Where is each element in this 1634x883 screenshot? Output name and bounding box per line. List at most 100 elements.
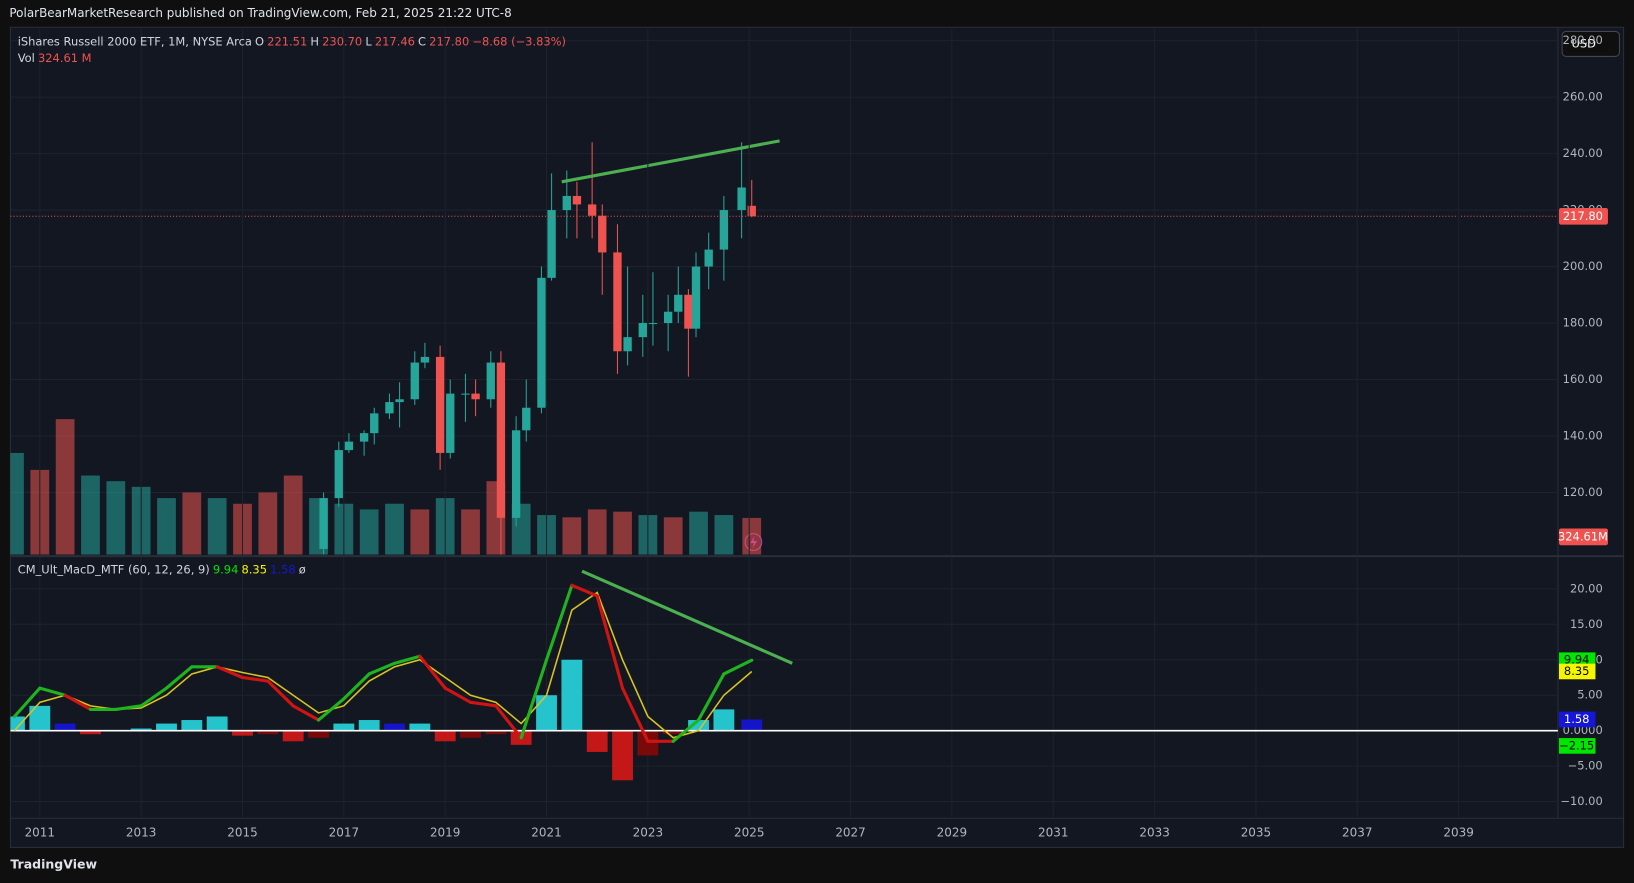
histogram-bar — [257, 730, 279, 735]
candle-body — [684, 294, 693, 329]
indicator-badge — [1558, 663, 1596, 680]
candle-body — [511, 430, 521, 518]
volume-bar — [10, 452, 24, 555]
macd-line-segment — [696, 672, 726, 722]
macd-line-segment — [443, 686, 473, 704]
x-tick-label: 2017 — [329, 825, 359, 839]
candle-body — [319, 498, 328, 549]
volume-bar — [689, 511, 708, 555]
x-tick-label: 2011 — [25, 825, 55, 839]
candle-body — [737, 187, 746, 211]
macd-line-segment — [494, 704, 523, 740]
histogram-bar — [282, 730, 304, 742]
macd-pane — [10, 557, 1558, 819]
histogram-bar — [308, 730, 329, 738]
histogram-bar — [156, 723, 177, 731]
indicator-badge-label: 1.58 — [1564, 712, 1590, 726]
candle-body — [613, 252, 622, 352]
histogram-bar — [206, 716, 228, 731]
y-tick-label: 120.00 — [1563, 485, 1603, 499]
y-tick-label: −5.00 — [1568, 759, 1603, 773]
volume-bar — [81, 475, 100, 555]
volume-bar — [55, 419, 75, 555]
macd-line-segment — [392, 654, 422, 665]
volume-bar — [742, 517, 762, 555]
indicator-hist: 1.58 — [270, 563, 296, 577]
candle-body — [334, 450, 343, 499]
candle-body — [562, 195, 571, 211]
macd-line-segment — [418, 654, 447, 690]
x-tick-label: 2019 — [430, 825, 460, 839]
macd-line-segment — [722, 658, 754, 676]
x-tick-label: 2035 — [1241, 825, 1271, 839]
candle-body — [395, 399, 404, 403]
candle-body — [674, 294, 683, 312]
macd-line-segment — [38, 686, 67, 697]
currency-label: USD — [1571, 36, 1596, 50]
candle-body — [587, 204, 597, 216]
macd-line-segment — [671, 718, 701, 743]
candle-body — [747, 205, 756, 217]
candle-body — [344, 441, 354, 451]
candle-body — [598, 215, 607, 253]
ohlc-key: O — [255, 34, 264, 48]
histogram-bar — [358, 720, 380, 731]
currency-button[interactable] — [1561, 30, 1620, 57]
price-axis-badge-label: 324.61M — [1558, 529, 1608, 543]
indicator-name: CM_Ult_MacD_MTF (60, 12, 26, 9) — [18, 563, 210, 577]
trendline — [581, 569, 793, 665]
y-tick-label: 280.00 — [1563, 33, 1603, 47]
price-axis-badge — [1558, 207, 1608, 225]
macd-line-segment — [63, 693, 93, 711]
trendline — [561, 139, 780, 184]
macd-line-segment — [164, 665, 194, 690]
signal-line — [13, 591, 753, 739]
histogram-bar — [29, 705, 51, 731]
x-tick-label: 2025 — [734, 825, 764, 839]
candle-body — [446, 393, 455, 453]
candle-body — [572, 195, 582, 205]
macd-line-segment — [139, 686, 169, 708]
histogram-bar — [384, 723, 405, 731]
price-pane — [10, 29, 1558, 555]
volume-bar — [714, 515, 734, 555]
candle-body — [486, 362, 495, 400]
x-tick-label: 2021 — [531, 825, 561, 839]
candle-body — [719, 210, 729, 250]
indicator-badge — [1558, 738, 1596, 754]
chart-area — [9, 26, 1625, 848]
volume-bar — [182, 492, 202, 555]
volume-bar — [663, 517, 683, 555]
candle-body — [496, 362, 506, 518]
histogram-bar — [485, 730, 507, 735]
candle-body — [691, 266, 701, 329]
indicator-extra: ø — [299, 563, 306, 577]
candle-body — [471, 393, 480, 400]
histogram-bar — [612, 730, 633, 781]
volume-bar — [385, 503, 404, 555]
histogram-bar — [333, 723, 355, 731]
volume-bar — [613, 511, 632, 555]
x-tick-label: 2039 — [1443, 825, 1473, 839]
volume-bar — [461, 509, 480, 555]
histogram-bar — [460, 730, 481, 738]
volume-bar — [106, 481, 126, 555]
candle-body — [537, 277, 546, 408]
histogram-bar — [54, 723, 76, 731]
y-tick-label: 200.00 — [1563, 259, 1603, 273]
volume-bar — [410, 509, 430, 555]
candle-body — [547, 210, 556, 278]
volume-bar — [562, 517, 582, 555]
y-tick-label: 260.00 — [1563, 90, 1603, 104]
histogram-bar — [536, 695, 557, 731]
histogram-bar — [232, 730, 253, 736]
price-axis-badge — [1558, 528, 1608, 546]
macd-line-segment — [367, 661, 397, 676]
symbol-name: iShares Russell 2000 ETF, 1M, NYSE Arca — [18, 34, 252, 48]
candle-body — [410, 362, 419, 400]
y-tick-label: 140.00 — [1563, 428, 1603, 442]
price-change: −8.68 (−3.83%) — [472, 34, 566, 48]
macd-line-segment — [215, 665, 245, 680]
macd-line-segment — [291, 704, 321, 722]
x-tick-label: 2031 — [1038, 825, 1068, 839]
